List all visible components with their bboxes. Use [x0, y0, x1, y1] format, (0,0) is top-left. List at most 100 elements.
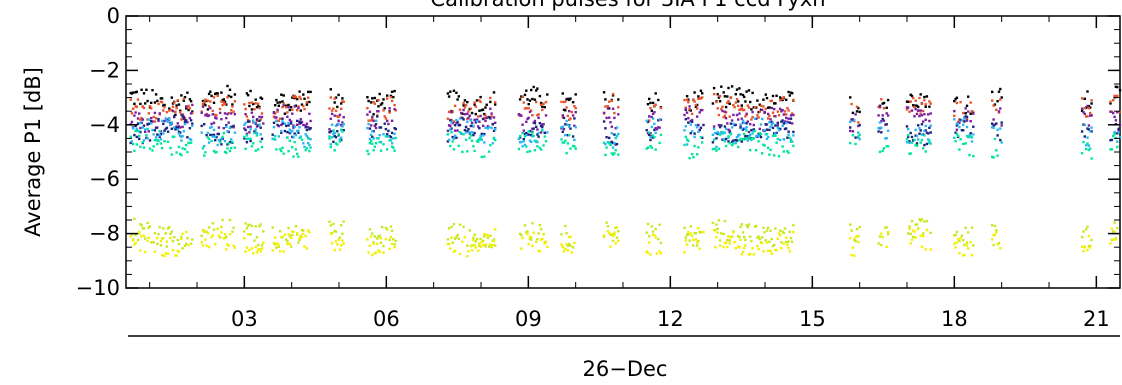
data-point	[850, 102, 853, 106]
data-point	[654, 127, 657, 130]
data-point	[201, 103, 205, 106]
data-layer	[129, 84, 1122, 258]
data-point	[964, 107, 967, 110]
data-point	[150, 241, 153, 244]
data-point	[157, 118, 160, 121]
data-point	[287, 124, 290, 127]
data-point	[917, 138, 920, 141]
data-point	[1080, 245, 1084, 248]
data-point	[993, 224, 997, 228]
data-point	[333, 229, 336, 233]
data-point	[1117, 129, 1120, 132]
data-point	[965, 117, 969, 121]
data-point	[527, 107, 530, 110]
data-point	[907, 232, 910, 235]
data-point	[542, 123, 545, 126]
data-point	[526, 230, 529, 233]
data-point	[884, 123, 887, 126]
data-point	[530, 88, 533, 92]
data-point	[520, 247, 523, 250]
data-point	[368, 142, 372, 145]
data-point	[461, 112, 464, 115]
data-point	[653, 111, 656, 114]
data-point	[152, 115, 155, 119]
data-point	[286, 130, 289, 134]
data-point	[470, 124, 474, 127]
data-point	[386, 228, 389, 231]
data-point	[274, 236, 277, 239]
data-point	[657, 237, 660, 241]
data-point	[770, 237, 773, 241]
data-point	[483, 232, 486, 236]
data-point	[130, 112, 134, 115]
data-point	[1109, 148, 1112, 151]
data-point	[611, 92, 615, 96]
data-point	[1083, 97, 1086, 100]
data-point	[138, 230, 141, 234]
data-point	[489, 96, 492, 100]
data-point	[259, 118, 262, 121]
data-point	[1087, 245, 1091, 248]
data-point	[611, 239, 615, 242]
data-point	[787, 133, 790, 136]
data-point	[923, 95, 926, 99]
data-point	[573, 241, 576, 245]
data-point	[884, 137, 887, 140]
data-point	[491, 123, 494, 126]
data-point	[738, 235, 741, 239]
data-point	[762, 105, 765, 108]
data-point	[729, 122, 733, 125]
data-point	[160, 254, 164, 257]
data-point	[141, 141, 144, 144]
data-point	[378, 134, 381, 137]
data-point	[1113, 221, 1116, 224]
data-point	[214, 135, 217, 138]
data-point	[542, 102, 545, 105]
data-point	[205, 244, 208, 247]
data-point	[377, 105, 380, 108]
data-point	[285, 238, 288, 241]
data-point	[776, 110, 779, 113]
data-point	[228, 126, 232, 129]
data-point	[181, 134, 184, 138]
data-point	[610, 233, 613, 236]
data-point	[919, 112, 922, 115]
data-point	[168, 226, 171, 229]
data-point	[747, 106, 751, 109]
data-point	[683, 113, 686, 117]
data-point	[489, 243, 492, 246]
data-point	[164, 252, 167, 255]
data-point	[525, 132, 528, 135]
data-point	[687, 139, 690, 143]
data-point	[530, 140, 533, 143]
data-point	[216, 92, 219, 95]
data-point	[654, 92, 657, 95]
data-point	[366, 126, 369, 130]
data-point	[747, 89, 751, 92]
data-point	[777, 232, 781, 235]
data-point	[571, 144, 575, 148]
data-point	[447, 138, 451, 142]
data-point	[245, 115, 249, 118]
data-point	[244, 222, 247, 225]
data-point	[392, 238, 395, 241]
data-point	[254, 122, 257, 125]
data-point	[170, 96, 173, 99]
data-point	[144, 130, 147, 133]
data-point	[562, 108, 566, 111]
data-point	[136, 117, 140, 120]
data-point	[338, 138, 342, 141]
data-point	[517, 137, 521, 140]
data-point	[697, 97, 700, 100]
data-point	[992, 156, 995, 159]
data-point	[718, 100, 722, 103]
data-point	[963, 117, 966, 120]
data-point	[721, 130, 724, 134]
plot-area: 0−2−4−6−8−10 03 06 09 12 15 18 21	[76, 4, 1122, 331]
data-point	[775, 249, 778, 252]
data-point	[965, 244, 969, 247]
y-tick-label: −8	[89, 222, 120, 246]
data-point	[140, 235, 143, 238]
data-point	[382, 109, 385, 112]
data-point	[789, 117, 793, 120]
